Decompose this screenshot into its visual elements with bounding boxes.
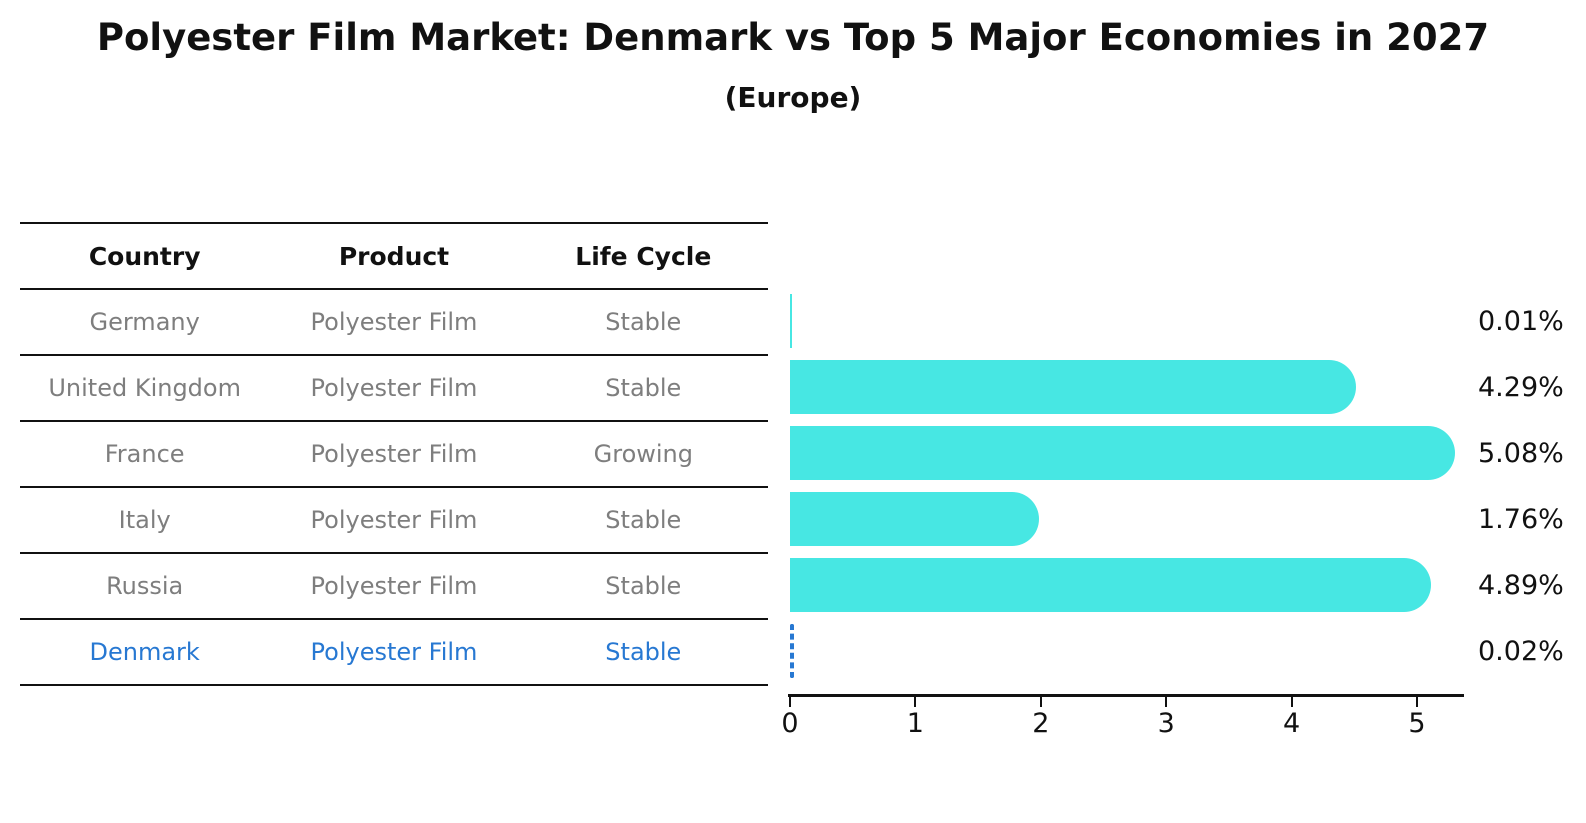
cell-life-cycle: Stable [605, 308, 682, 336]
table-row-france: France Polyester Film Growing [20, 422, 768, 488]
bar-row-denmark [790, 618, 1470, 684]
column-header-country: Country [88, 241, 201, 271]
cell-life-cycle: Stable [605, 638, 682, 666]
bar-row-united-kingdom [790, 354, 1470, 420]
value-label-germany: 0.01% [1478, 305, 1564, 337]
x-axis-tick [914, 697, 917, 707]
bar-row-italy [790, 486, 1470, 552]
cell-product: Polyester Film [310, 572, 478, 600]
table-row-germany: Germany Polyester Film Stable [20, 290, 768, 356]
cell-life-cycle: Stable [605, 374, 682, 402]
bar-russia [790, 558, 1432, 612]
table-body: Germany Polyester Film Stable United Kingdo… [20, 290, 768, 686]
bar-row-france [790, 420, 1470, 486]
x-axis-tick-label: 0 [781, 708, 799, 739]
chart-title: Polyester Film Market: Denmark vs Top 5 … [96, 16, 1490, 59]
bar-chart-plot-area [790, 288, 1470, 684]
bar-germany [790, 294, 792, 348]
x-axis-tick-label: 4 [1283, 708, 1301, 739]
cell-life-cycle: Stable [605, 506, 682, 534]
bar-denmark [790, 624, 794, 678]
bar-row-germany [790, 288, 1470, 354]
value-label-united-kingdom: 4.29% [1478, 371, 1564, 403]
column-header-product: Product [338, 241, 450, 271]
bar-france [790, 426, 1456, 480]
chart-subtitle: (Europe) [724, 81, 862, 114]
table-row-united-kingdom: United Kingdom Polyester Film Stable [20, 356, 768, 422]
cell-country: United Kingdom [48, 374, 241, 402]
x-axis-tick-label: 3 [1157, 708, 1175, 739]
data-table: Country Product Life Cycle Germany Polyes… [20, 222, 768, 686]
cell-product: Polyester Film [310, 638, 478, 666]
bar-italy [790, 492, 1039, 546]
cell-country: Italy [118, 506, 171, 534]
x-axis-tick-label: 1 [906, 708, 924, 739]
table-header-row: Country Product Life Cycle [20, 224, 768, 290]
cell-life-cycle: Growing [593, 440, 693, 468]
x-axis-tick-label: 5 [1408, 708, 1426, 739]
x-axis-tick [1165, 697, 1168, 707]
x-axis-tick [789, 697, 791, 707]
x-axis-tick-label: 2 [1032, 708, 1050, 739]
value-label-italy: 1.76% [1478, 503, 1564, 535]
bar-row-russia [790, 552, 1470, 618]
x-axis-tick [1416, 697, 1418, 707]
x-axis-tick [1039, 697, 1042, 707]
cell-country: Denmark [89, 638, 200, 666]
value-label-france: 5.08% [1478, 437, 1564, 469]
bar-united-kingdom [790, 360, 1356, 414]
column-header-life-cycle: Life Cycle [575, 241, 712, 271]
x-axis-tick [1290, 697, 1293, 707]
value-label-denmark: 0.02% [1478, 635, 1564, 667]
table-row-denmark: Denmark Polyester Film Stable [20, 620, 768, 686]
cell-country: France [104, 440, 185, 468]
cell-product: Polyester Film [310, 308, 478, 336]
cell-product: Polyester Film [310, 374, 478, 402]
x-axis-line [788, 694, 1464, 697]
cell-life-cycle: Stable [605, 572, 682, 600]
cell-product: Polyester Film [310, 506, 478, 534]
cell-product: Polyester Film [310, 440, 478, 468]
table-row-russia: Russia Polyester Film Stable [20, 554, 768, 620]
cell-country: Germany [89, 308, 200, 336]
cell-country: Russia [106, 572, 184, 600]
table-row-italy: Italy Polyester Film Stable [20, 488, 768, 554]
value-label-russia: 4.89% [1478, 569, 1564, 601]
